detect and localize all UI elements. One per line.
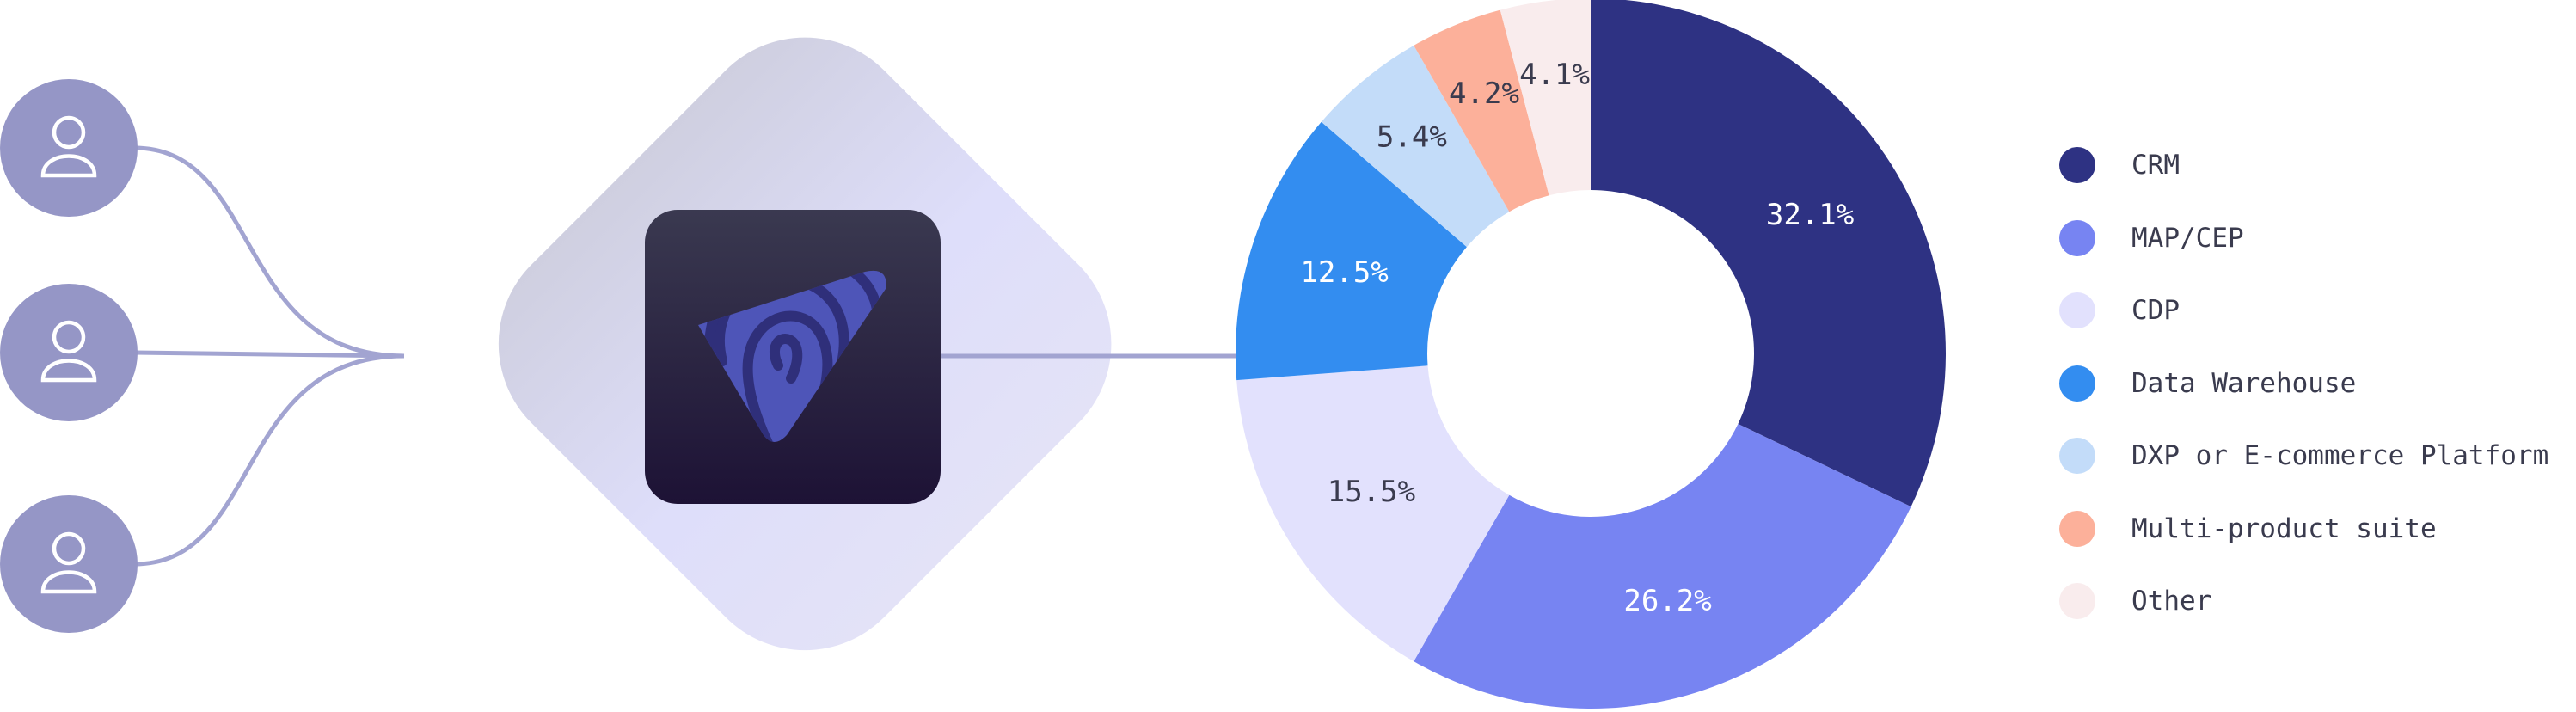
user-nodes	[0, 79, 138, 633]
user-icon	[40, 320, 97, 383]
legend-label: CDP	[2131, 295, 2180, 327]
legend-item: MAP/CEP	[2059, 202, 2567, 275]
legend-label: CRM	[2131, 150, 2180, 181]
legend-label: Other	[2131, 586, 2212, 617]
legend-label: Data Warehouse	[2131, 367, 2357, 399]
donut-data-labels: 32.1% 26.2% 15.5% 12.5% 5.4%4.2%4.1%	[1300, 58, 1854, 618]
legend-item: DXP or E-commerce Platform	[2059, 420, 2567, 493]
legend-item: Multi-product suite	[2059, 493, 2567, 566]
donut-label-5: 4.2%	[1449, 77, 1519, 111]
donut-slice-0	[1591, 0, 1946, 507]
legend-swatch	[2059, 292, 2095, 329]
donut-slice-2	[1236, 365, 1510, 662]
connector-line	[133, 145, 405, 359]
donut-slice-5	[1414, 9, 1549, 212]
legend-swatch	[2059, 583, 2095, 620]
donut-label-0: 32.1%	[1766, 198, 1854, 232]
legend-label: Multi-product suite	[2131, 513, 2437, 544]
user-icon	[40, 531, 97, 594]
user-node	[0, 284, 138, 421]
legend-item: CDP	[2059, 274, 2567, 347]
legend-swatch	[2059, 438, 2095, 475]
connector-line	[133, 350, 405, 359]
legend-label: DXP or E-commerce Platform	[2131, 440, 2549, 472]
donut-slice-3	[1236, 121, 1467, 381]
legend-item: Data Warehouse	[2059, 347, 2567, 420]
legend-swatch	[2059, 510, 2095, 547]
user-node	[0, 79, 138, 217]
legend-swatch	[2059, 219, 2095, 256]
donut-label-4: 5.4%	[1377, 120, 1447, 154]
legend-swatch	[2059, 147, 2095, 184]
user-icon	[40, 115, 97, 178]
donut-label-3: 12.5%	[1300, 255, 1388, 290]
donut-slice-1	[1414, 423, 1911, 709]
donut-slice-4	[1321, 45, 1510, 248]
legend: CRM MAP/CEP CDP Data Warehouse DXP or E-comm…	[2059, 129, 2567, 638]
connector-lines	[133, 145, 405, 567]
legend-item: Other	[2059, 565, 2567, 638]
donut-chart	[1236, 0, 1946, 709]
donut-label-6: 4.1%	[1519, 58, 1590, 92]
legend-label: MAP/CEP	[2131, 222, 2244, 254]
legend-item: CRM	[2059, 129, 2567, 202]
connector-line	[133, 353, 405, 567]
donut-label-2: 15.5%	[1328, 475, 1415, 509]
donut-slice-6	[1500, 0, 1591, 196]
user-node	[0, 495, 138, 633]
legend-swatch	[2059, 365, 2095, 402]
donut-label-1: 26.2%	[1623, 584, 1711, 618]
